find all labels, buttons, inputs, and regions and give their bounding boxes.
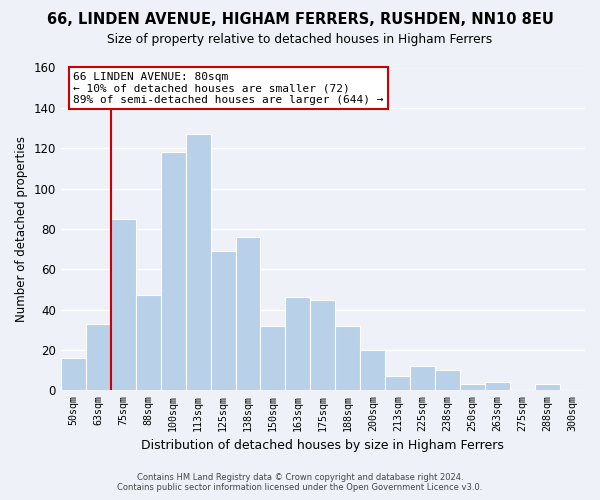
Bar	[61, 358, 86, 390]
Bar	[185, 134, 211, 390]
Bar	[136, 296, 161, 390]
Bar	[535, 384, 560, 390]
Bar	[211, 251, 236, 390]
Text: 66 LINDEN AVENUE: 80sqm
← 10% of detached houses are smaller (72)
89% of semi-de: 66 LINDEN AVENUE: 80sqm ← 10% of detache…	[73, 72, 384, 104]
Bar	[236, 237, 260, 390]
Bar	[86, 324, 111, 390]
Bar	[435, 370, 460, 390]
Bar	[111, 219, 136, 390]
Text: 66, LINDEN AVENUE, HIGHAM FERRERS, RUSHDEN, NN10 8EU: 66, LINDEN AVENUE, HIGHAM FERRERS, RUSHD…	[47, 12, 553, 28]
Text: Contains HM Land Registry data © Crown copyright and database right 2024.
Contai: Contains HM Land Registry data © Crown c…	[118, 473, 482, 492]
Bar	[161, 152, 185, 390]
Text: Size of property relative to detached houses in Higham Ferrers: Size of property relative to detached ho…	[107, 32, 493, 46]
Bar	[460, 384, 485, 390]
Bar	[385, 376, 410, 390]
X-axis label: Distribution of detached houses by size in Higham Ferrers: Distribution of detached houses by size …	[142, 440, 505, 452]
Bar	[310, 300, 335, 390]
Bar	[485, 382, 510, 390]
Bar	[260, 326, 286, 390]
Bar	[335, 326, 361, 390]
Bar	[286, 298, 310, 390]
Y-axis label: Number of detached properties: Number of detached properties	[15, 136, 28, 322]
Bar	[410, 366, 435, 390]
Bar	[361, 350, 385, 391]
